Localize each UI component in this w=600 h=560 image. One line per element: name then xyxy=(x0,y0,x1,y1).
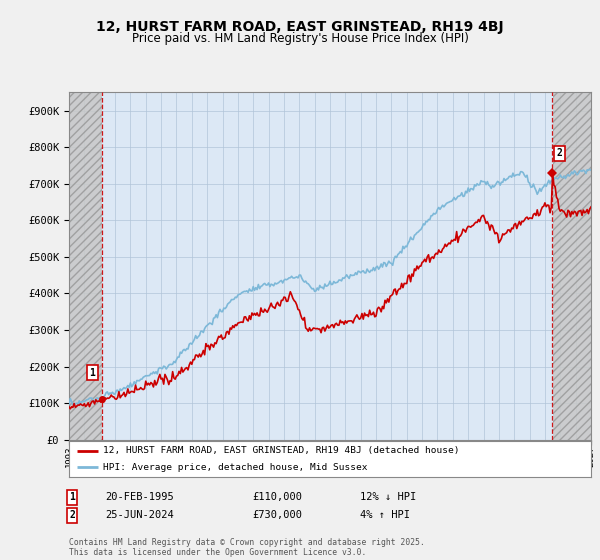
Text: 2: 2 xyxy=(69,510,75,520)
Text: 4% ↑ HPI: 4% ↑ HPI xyxy=(360,510,410,520)
Text: Contains HM Land Registry data © Crown copyright and database right 2025.
This d: Contains HM Land Registry data © Crown c… xyxy=(69,538,425,557)
Text: 1: 1 xyxy=(89,368,95,377)
Bar xyxy=(69,92,102,440)
Text: 25-JUN-2024: 25-JUN-2024 xyxy=(105,510,174,520)
Text: 1: 1 xyxy=(69,492,75,502)
Text: £730,000: £730,000 xyxy=(252,510,302,520)
Text: 2: 2 xyxy=(557,148,563,158)
Text: HPI: Average price, detached house, Mid Sussex: HPI: Average price, detached house, Mid … xyxy=(103,463,367,472)
Text: 12, HURST FARM ROAD, EAST GRINSTEAD, RH19 4BJ: 12, HURST FARM ROAD, EAST GRINSTEAD, RH1… xyxy=(96,20,504,34)
Text: £110,000: £110,000 xyxy=(252,492,302,502)
Bar xyxy=(553,92,591,440)
Text: Price paid vs. HM Land Registry's House Price Index (HPI): Price paid vs. HM Land Registry's House … xyxy=(131,31,469,45)
Text: 12% ↓ HPI: 12% ↓ HPI xyxy=(360,492,416,502)
Text: 12, HURST FARM ROAD, EAST GRINSTEAD, RH19 4BJ (detached house): 12, HURST FARM ROAD, EAST GRINSTEAD, RH1… xyxy=(103,446,460,455)
Text: 20-FEB-1995: 20-FEB-1995 xyxy=(105,492,174,502)
